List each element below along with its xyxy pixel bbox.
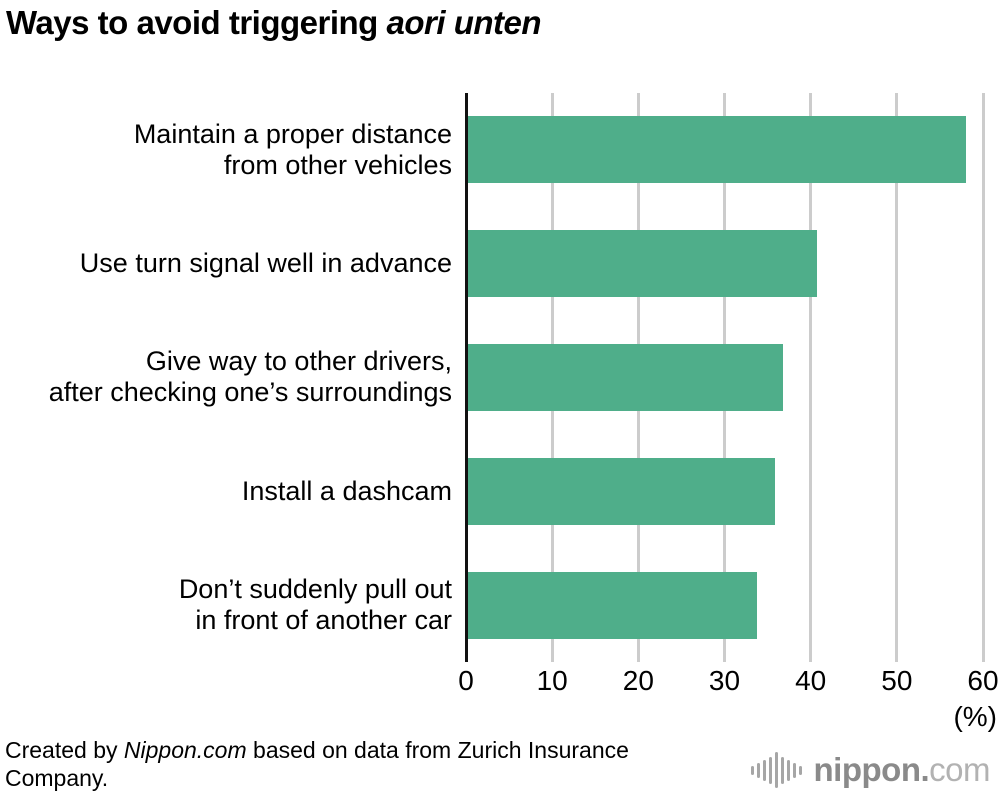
waveform-bar bbox=[780, 756, 784, 784]
x-gridline-50 bbox=[895, 93, 899, 662]
waveform-bar bbox=[756, 762, 761, 778]
x-tick-label-40: 40 bbox=[795, 665, 827, 696]
nippon-logo-light: com bbox=[929, 751, 990, 788]
nippon-logo-text: nippon.com bbox=[813, 751, 991, 789]
waveform-bar bbox=[762, 759, 767, 781]
x-axis-unit-label: (%) bbox=[953, 701, 997, 732]
waveform-bar bbox=[774, 752, 778, 788]
category-label-3: Install a dashcam bbox=[241, 475, 452, 506]
x-tick-label-10: 10 bbox=[536, 665, 568, 696]
waveform-bar bbox=[768, 756, 772, 784]
bar-2 bbox=[468, 344, 784, 411]
category-label-1: Use turn signal well in advance bbox=[79, 248, 452, 279]
x-axis-ticks: 0 10 20 30 40 50 60 bbox=[458, 665, 998, 699]
nippon-logo: nippon.com bbox=[750, 748, 991, 792]
category-labels: Maintain a proper distance from other veh… bbox=[0, 93, 452, 662]
category-label-0: Maintain a proper distance from other veh… bbox=[133, 118, 452, 180]
x-tick-label-50: 50 bbox=[881, 665, 913, 696]
credit-prefix: Created by bbox=[5, 737, 124, 763]
bar-3 bbox=[468, 457, 775, 525]
waveform-bar bbox=[786, 759, 790, 781]
x-tick-label-60: 60 bbox=[967, 665, 999, 696]
credit-text: Created by Nippon.com based on data from… bbox=[5, 736, 715, 792]
category-label-4: Don’t suddenly pull out in front of anoth… bbox=[178, 574, 452, 636]
waveform-bar bbox=[750, 765, 755, 775]
waveform-bar bbox=[798, 765, 802, 775]
bar-1 bbox=[468, 230, 817, 298]
x-tick-label-30: 30 bbox=[708, 665, 741, 696]
x-gridline-60 bbox=[981, 93, 985, 662]
bar-0 bbox=[468, 116, 967, 184]
chart-title-italic: aori unten bbox=[386, 4, 542, 41]
credit-suffix: based on data from Zurich Insurance Comp… bbox=[5, 737, 636, 791]
category-label-2: Give way to other drivers, after checking… bbox=[48, 346, 452, 408]
waveform-bar bbox=[792, 762, 796, 778]
plot-area bbox=[464, 93, 985, 662]
x-tick-label-0: 0 bbox=[458, 665, 474, 696]
nippon-logo-bold: nippon. bbox=[813, 751, 930, 788]
x-tick-label-20: 20 bbox=[622, 665, 654, 696]
bar-4 bbox=[468, 571, 757, 639]
chart-title: Ways to avoid triggering aori unten bbox=[6, 4, 542, 42]
x-gridline-40 bbox=[809, 93, 813, 662]
y-axis-line bbox=[464, 93, 468, 662]
credit-source: Nippon.com bbox=[123, 737, 247, 763]
waveform-icon bbox=[750, 752, 805, 788]
chart-title-text: Ways to avoid triggering bbox=[6, 4, 387, 41]
